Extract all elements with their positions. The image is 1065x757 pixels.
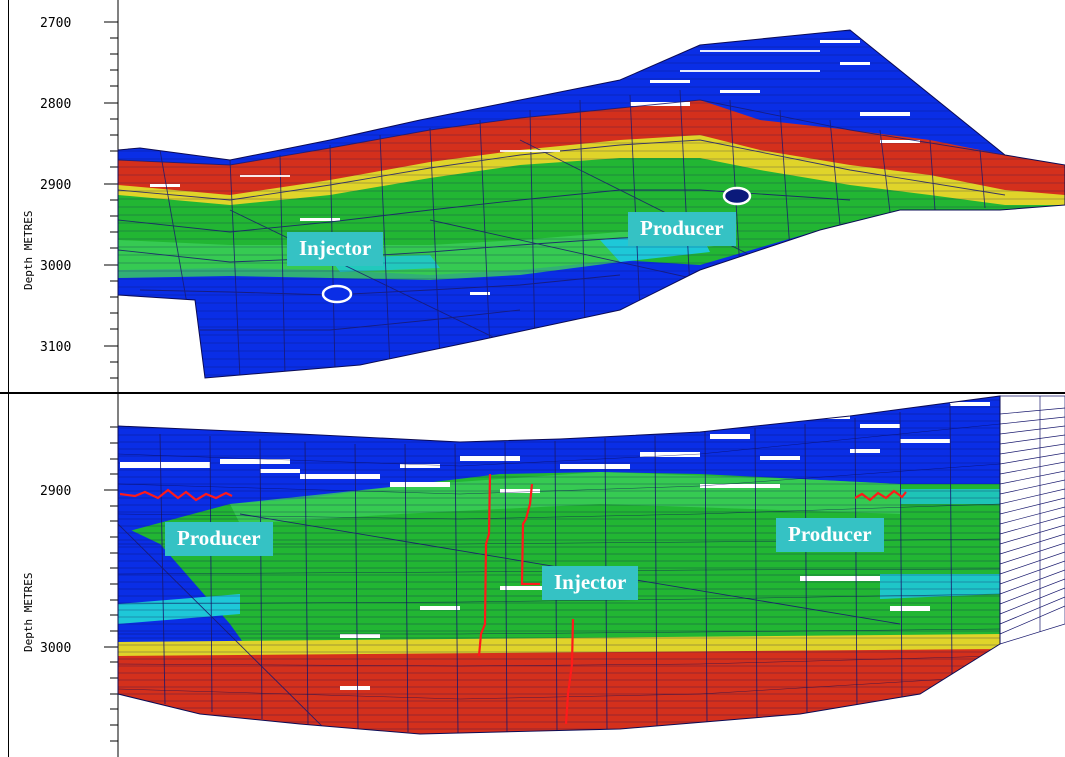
producer-well-marker (722, 186, 752, 206)
top-cross-section: 2700 2800 2900 3000 3100 Depth METRES (22, 0, 1065, 392)
top-y-ticks (104, 21, 118, 379)
top-reservoir-outline (117, 29, 1065, 379)
bottom-reservoir-body (118, 396, 1000, 734)
injector-label: Injector (542, 566, 639, 600)
injector-well-marker (321, 284, 353, 304)
panel-divider (0, 392, 1065, 394)
top-tick-label: 3100 (40, 340, 71, 355)
top-tick-label: 2900 (40, 178, 71, 193)
left-producer-trace (119, 488, 233, 502)
injector-trace-1 (477, 473, 492, 657)
bottom-y-ticks (104, 426, 118, 742)
left-border (8, 0, 9, 757)
top-cross-section-panel: 2700 2800 2900 3000 3100 Depth METRES (22, 0, 1065, 392)
bottom-tick-label: 2900 (40, 484, 71, 499)
right-producer-trace (854, 489, 907, 502)
top-axis-title: Depth METRES (22, 211, 35, 290)
injector-label: Injector (287, 232, 384, 266)
top-tick-label: 3000 (40, 259, 71, 274)
injector-trace-2 (520, 483, 540, 586)
top-tick-label: 2800 (40, 97, 71, 112)
injector-trace-3 (564, 618, 575, 725)
top-reservoir-body (118, 30, 1065, 378)
producer-right-label: Producer (776, 518, 884, 552)
top-tick-label: 2700 (40, 16, 71, 31)
bottom-reservoir-outline (117, 395, 1001, 735)
producer-label: Producer (628, 212, 736, 246)
well-traces (119, 473, 907, 725)
bottom-tick-label: 3000 (40, 641, 71, 656)
bottom-axis-title: Depth METRES (22, 573, 35, 652)
bottom-empty-grid (999, 395, 1065, 645)
bottom-cross-section: 2900 3000 Depth METRES (22, 394, 1065, 757)
bottom-cross-section-panel: 2900 3000 Depth METRES (0, 394, 1065, 757)
producer-left-label: Producer (165, 522, 273, 556)
